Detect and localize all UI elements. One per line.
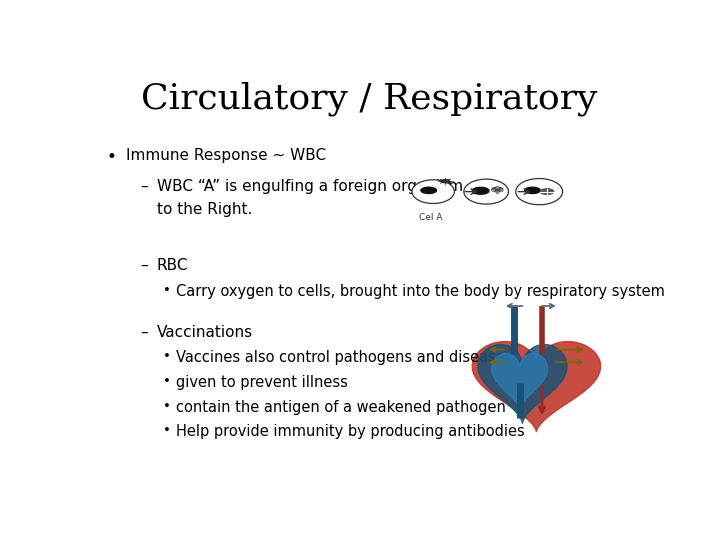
Text: •: • bbox=[107, 148, 117, 166]
Text: Cel A: Cel A bbox=[418, 213, 442, 222]
Text: WBC “A” is engulfing a foreign organism: WBC “A” is engulfing a foreign organism bbox=[157, 179, 463, 194]
Text: •: • bbox=[163, 285, 171, 298]
Text: Circulatory / Respiratory: Circulatory / Respiratory bbox=[141, 82, 597, 116]
Polygon shape bbox=[421, 187, 436, 193]
Text: •: • bbox=[163, 375, 171, 388]
Polygon shape bbox=[472, 187, 489, 194]
Text: contain the antigen of a weakened pathogen: contain the antigen of a weakened pathog… bbox=[176, 400, 506, 415]
Text: –: – bbox=[140, 325, 148, 340]
Text: RBC: RBC bbox=[157, 258, 189, 273]
Text: Vaccines also control pathogens and disease.: Vaccines also control pathogens and dise… bbox=[176, 349, 510, 364]
Text: Help provide immunity by producing antibodies: Help provide immunity by producing antib… bbox=[176, 424, 526, 440]
Text: Vaccinations: Vaccinations bbox=[157, 325, 253, 340]
Polygon shape bbox=[516, 179, 562, 205]
Text: to the Right.: to the Right. bbox=[157, 202, 252, 217]
Polygon shape bbox=[492, 353, 547, 410]
Polygon shape bbox=[525, 187, 540, 193]
Polygon shape bbox=[464, 179, 508, 204]
Text: •: • bbox=[163, 424, 171, 437]
Polygon shape bbox=[412, 180, 454, 204]
Polygon shape bbox=[492, 187, 503, 192]
Polygon shape bbox=[478, 345, 567, 423]
Text: Immune Response ~ WBC: Immune Response ~ WBC bbox=[126, 148, 326, 163]
Text: Carry oxygen to cells, brought into the body by respiratory system: Carry oxygen to cells, brought into the … bbox=[176, 285, 665, 299]
Text: •: • bbox=[163, 349, 171, 363]
Text: given to prevent illness: given to prevent illness bbox=[176, 375, 348, 389]
Text: –: – bbox=[140, 179, 148, 194]
Text: –: – bbox=[140, 258, 148, 273]
Polygon shape bbox=[441, 180, 449, 183]
Polygon shape bbox=[472, 341, 600, 432]
Text: •: • bbox=[163, 400, 171, 413]
Polygon shape bbox=[540, 189, 554, 194]
